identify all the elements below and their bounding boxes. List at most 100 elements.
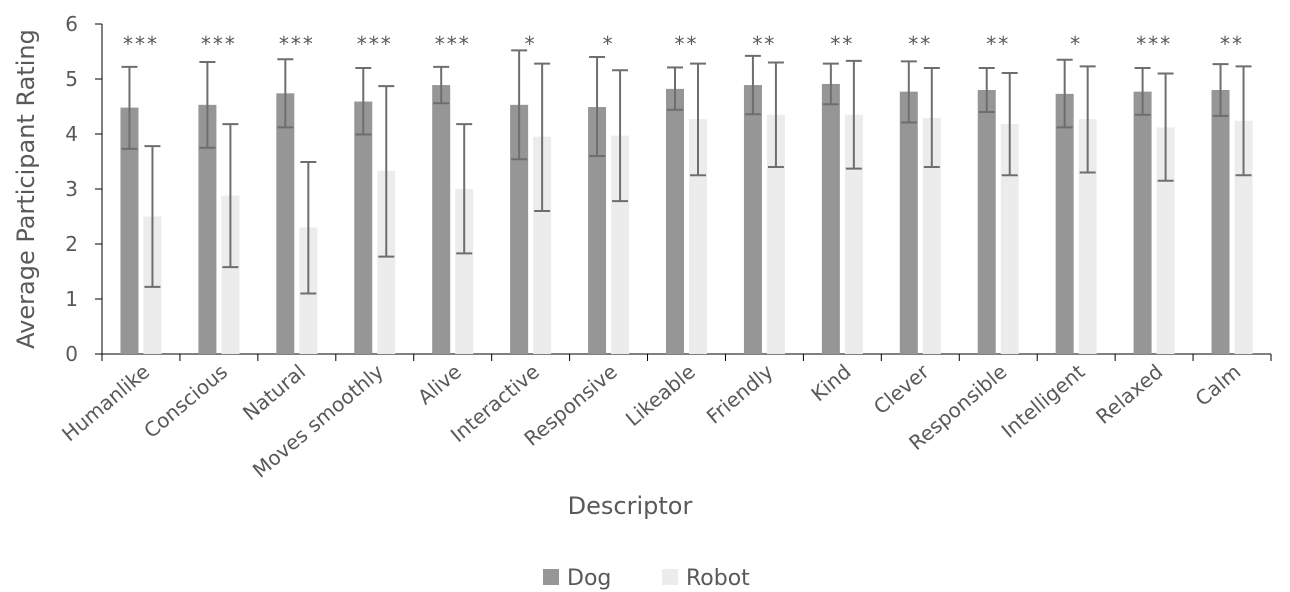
dog-error-bar	[1056, 58, 1073, 129]
y-tick-label: 4	[65, 122, 78, 146]
robot-bar	[1156, 127, 1175, 355]
dog-error-bar	[900, 60, 917, 124]
robot-bar	[1234, 120, 1253, 354]
dog-error-bar	[744, 54, 761, 116]
dog-bar	[510, 104, 529, 354]
robot-error-bar	[300, 161, 317, 295]
dog-bar	[432, 85, 451, 355]
dog-bar	[354, 101, 373, 354]
robot-bar	[221, 195, 240, 354]
robot-bar	[377, 170, 396, 354]
dog-bar	[1055, 93, 1074, 354]
robot-bar	[1078, 119, 1097, 355]
y-tick-label: 0	[65, 342, 78, 366]
significance-label: ***	[279, 32, 315, 56]
significance-label: ***	[435, 32, 471, 56]
significance-label: ***	[123, 32, 159, 56]
robot-bar	[455, 189, 474, 354]
significance-label: ***	[201, 32, 237, 56]
legend-robot-label: Robot	[686, 566, 750, 591]
significance-label: *	[1070, 32, 1082, 56]
legend-dog-label: Dog	[567, 566, 611, 591]
robot-bar	[611, 135, 630, 354]
y-tick-label: 5	[65, 67, 78, 91]
dog-error-bar	[1212, 63, 1229, 117]
robot-error-bar	[612, 69, 629, 203]
category-label: Kind	[806, 359, 855, 406]
dog-bar	[821, 83, 840, 354]
robot-error-bar	[1157, 72, 1174, 182]
y-tick-label: 6	[65, 12, 78, 36]
dog-error-bar	[1134, 67, 1151, 116]
dog-error-bar	[121, 65, 138, 150]
dog-bar	[120, 107, 139, 354]
robot-error-bar	[845, 59, 862, 170]
significance-label: *	[525, 32, 537, 56]
significance-label: **	[908, 32, 932, 56]
robot-error-bar	[534, 62, 551, 212]
robot-bar	[533, 136, 552, 354]
legend-robot-swatch	[662, 569, 678, 585]
dog-bar	[276, 93, 295, 355]
robot-error-bar	[767, 61, 784, 168]
significance-label: **	[830, 32, 854, 56]
dog-error-bar	[433, 65, 450, 105]
dog-error-bar	[277, 58, 294, 129]
robot-error-bar	[222, 123, 239, 269]
robot-error-bar	[923, 67, 940, 168]
robot-error-bar	[1235, 65, 1252, 177]
y-tick-label: 3	[65, 177, 78, 201]
significance-label: ***	[1136, 32, 1172, 56]
legend-dog-swatch	[543, 569, 559, 585]
robot-error-bar	[378, 85, 395, 258]
robot-bar	[844, 114, 863, 354]
significance-label: **	[675, 32, 699, 56]
dog-bar	[1133, 91, 1152, 355]
dog-error-bar	[199, 60, 216, 149]
category-label: Friendly	[702, 359, 778, 428]
robot-error-bar	[690, 62, 706, 177]
category-label: Natural	[238, 359, 310, 425]
category-label: Clever	[869, 359, 934, 419]
category-label: Humanlike	[57, 359, 154, 446]
dog-error-bar	[667, 66, 683, 111]
robot-error-bar	[456, 123, 473, 255]
significance-label: **	[752, 32, 776, 56]
dog-error-bar	[511, 49, 528, 161]
category-label: Moves smoothly	[248, 359, 388, 482]
robot-error-bar	[1001, 71, 1018, 177]
significance-label: ***	[357, 32, 393, 56]
dog-bar	[1211, 90, 1230, 354]
robot-bar	[922, 118, 941, 354]
dog-error-bar	[978, 67, 995, 113]
legend-robot: Robot	[662, 566, 750, 591]
dog-bar	[198, 104, 217, 354]
significance-label: *	[603, 32, 615, 56]
dog-error-bar	[355, 67, 372, 136]
dog-error-bar	[589, 56, 606, 157]
dog-bar	[666, 88, 684, 355]
significance-label: **	[1220, 32, 1244, 56]
dog-bar	[588, 107, 607, 354]
robot-error-bar	[144, 145, 161, 288]
robot-error-bar	[1079, 65, 1096, 174]
legend-dog: Dog	[543, 566, 611, 591]
dog-bar	[743, 85, 762, 355]
category-label: Alive	[413, 359, 466, 409]
robot-bar	[689, 119, 707, 355]
x-axis-title: Descriptor	[568, 492, 693, 520]
dog-error-bar	[822, 62, 839, 106]
significance-label: **	[986, 32, 1010, 56]
category-label: Relaxed	[1091, 359, 1167, 428]
plot-area: 0123456***Humanlike***Conscious***Natura…	[57, 12, 1272, 482]
dog-bar	[977, 90, 996, 354]
y-tick-label: 1	[65, 287, 78, 311]
y-axis-title: Average Participant Rating	[12, 29, 40, 349]
category-label: Calm	[1191, 359, 1246, 410]
robot-bar	[766, 114, 785, 354]
category-label: Likeable	[621, 359, 700, 431]
robot-bar	[1000, 124, 1019, 354]
category-label: Conscious	[139, 359, 232, 442]
category-label: Intelligent	[997, 359, 1090, 442]
